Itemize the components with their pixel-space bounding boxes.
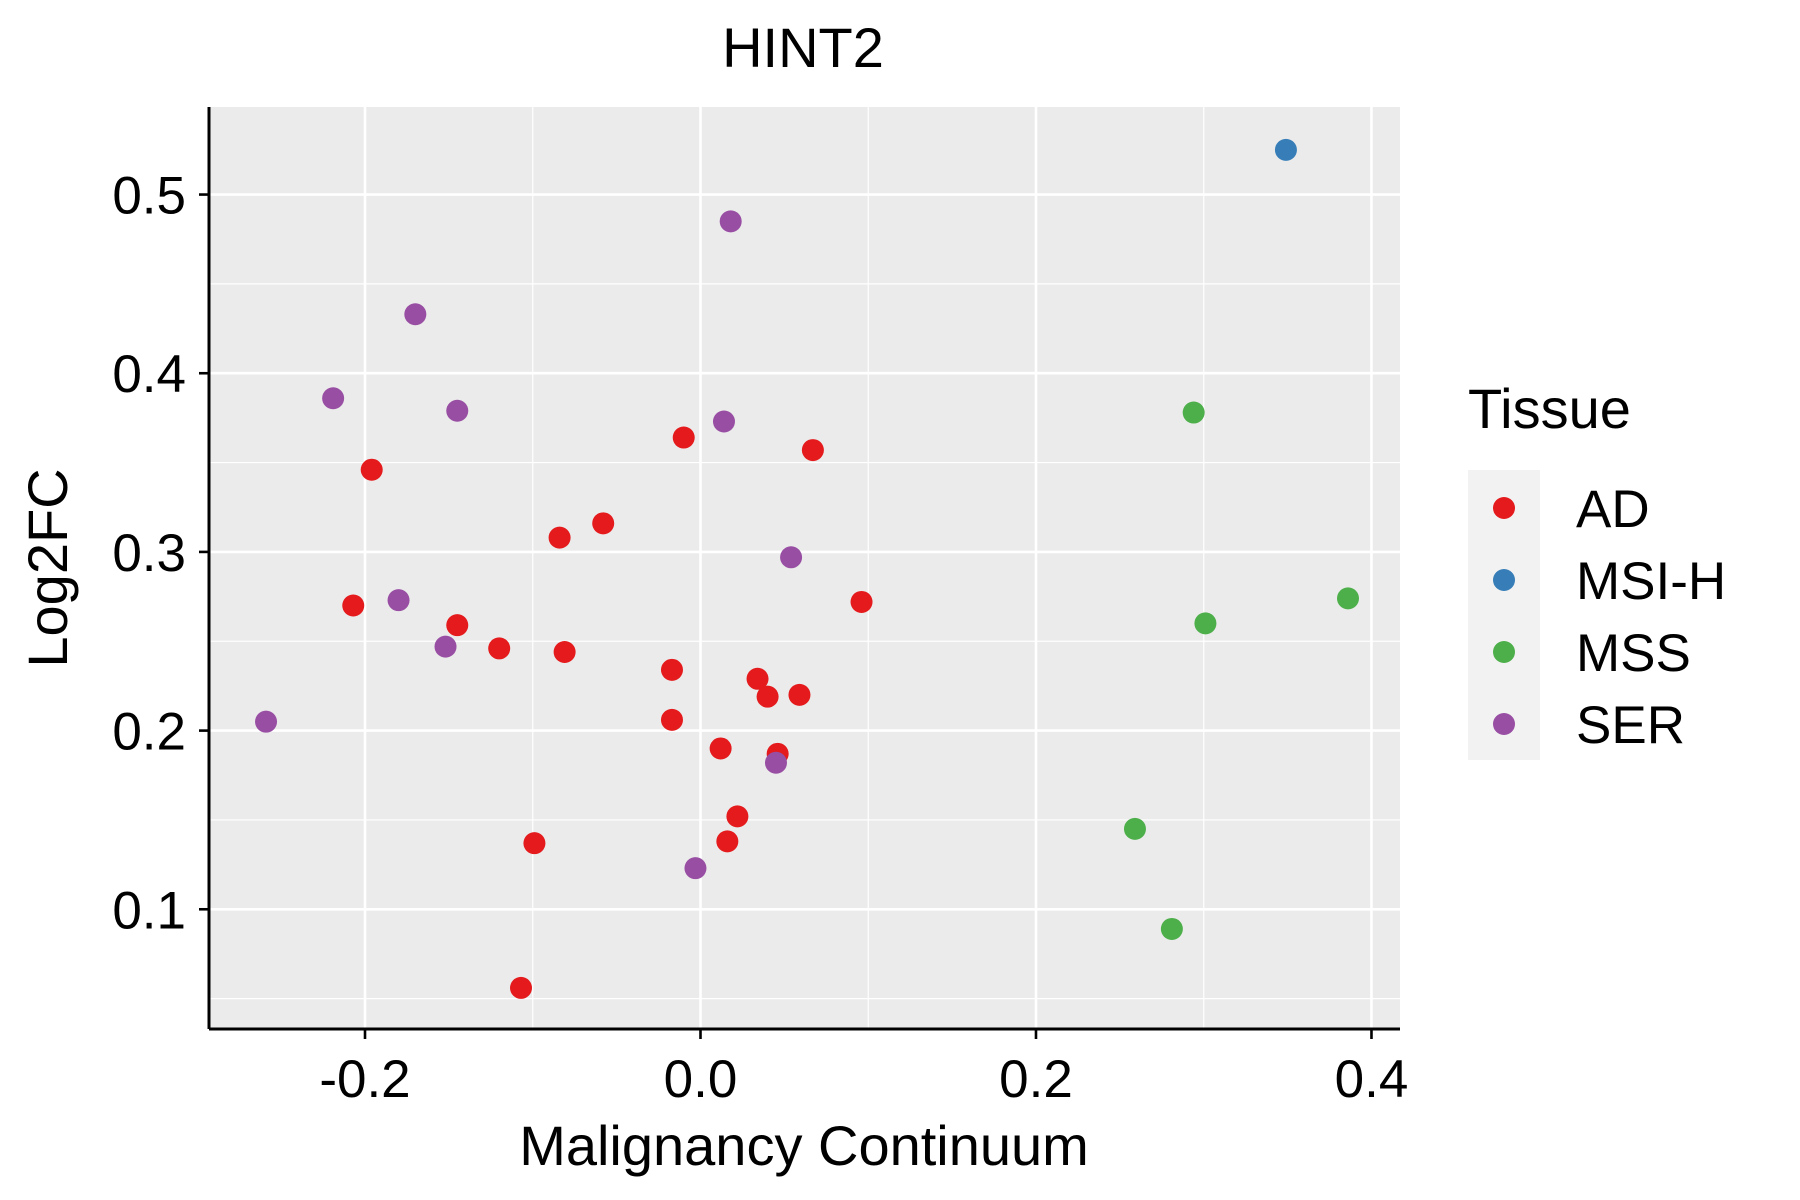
data-point [764, 751, 787, 774]
legend-label-msi-h: MSI-H [1576, 552, 1726, 611]
data-point [446, 614, 469, 637]
data-point [672, 426, 695, 449]
data-point [660, 708, 683, 731]
data-point [523, 832, 546, 855]
data-point [553, 640, 576, 663]
y-tick-label: 0.3 [112, 524, 186, 583]
legend-title: Tissue [1468, 377, 1631, 440]
data-point [801, 439, 824, 462]
plot-panel [209, 107, 1400, 1029]
data-point [716, 830, 739, 853]
legend-label-mss: MSS [1576, 624, 1691, 683]
data-point [684, 857, 707, 880]
data-point [1274, 138, 1297, 161]
x-axis-ticks: -0.2 0.0 0.2 0.4 [319, 1029, 1408, 1109]
chart-title: HINT2 [722, 16, 884, 79]
x-tick-label: 0.2 [999, 1050, 1073, 1109]
data-point [850, 590, 873, 613]
data-point [404, 303, 427, 326]
data-point [780, 546, 803, 569]
data-point [488, 637, 511, 660]
data-point [434, 635, 457, 658]
data-point [1336, 587, 1359, 610]
legend-key-ad [1493, 497, 1515, 519]
data-point [322, 387, 345, 410]
y-tick-label: 0.2 [112, 703, 186, 762]
data-point [712, 410, 735, 433]
y-tick-label: 0.1 [112, 881, 186, 940]
data-point [592, 512, 615, 535]
data-point [726, 805, 749, 828]
y-axis-title: Log2FC [16, 468, 79, 667]
series-msi-h [1274, 138, 1297, 161]
data-point [788, 683, 811, 706]
x-tick-label: 0.4 [1335, 1050, 1409, 1109]
legend: Tissue AD MSI-H MSS SER [1468, 377, 1726, 760]
data-point [1160, 917, 1183, 940]
data-point [709, 737, 732, 760]
data-point [756, 685, 779, 708]
legend-key-ser [1493, 713, 1515, 735]
data-point [510, 976, 533, 999]
legend-key-msi-h [1493, 569, 1515, 591]
data-point [387, 589, 410, 612]
series-ser [255, 210, 803, 880]
x-tick-label: -0.2 [319, 1050, 410, 1109]
y-tick-label: 0.4 [112, 345, 186, 404]
data-point [446, 399, 469, 422]
data-point [1194, 612, 1217, 635]
series-mss [1123, 401, 1359, 940]
legend-label-ad: AD [1576, 480, 1650, 539]
data-point [1182, 401, 1205, 424]
y-axis-ticks: 0.1 0.2 0.3 0.4 0.5 [112, 167, 209, 940]
data-point [360, 458, 383, 481]
data-point [660, 658, 683, 681]
data-point [255, 710, 278, 733]
data-point [342, 594, 365, 617]
data-point [1123, 817, 1146, 840]
minor-gridlines [209, 107, 1400, 1029]
y-tick-label: 0.5 [112, 167, 186, 226]
legend-label-ser: SER [1576, 696, 1685, 755]
data-point [548, 526, 571, 549]
data-points [255, 138, 1359, 999]
data-point [719, 210, 742, 233]
x-axis-title: Malignancy Continuum [519, 1114, 1089, 1177]
data-point [746, 667, 769, 690]
legend-key-mss [1493, 641, 1515, 663]
x-tick-label: 0.0 [664, 1050, 738, 1109]
